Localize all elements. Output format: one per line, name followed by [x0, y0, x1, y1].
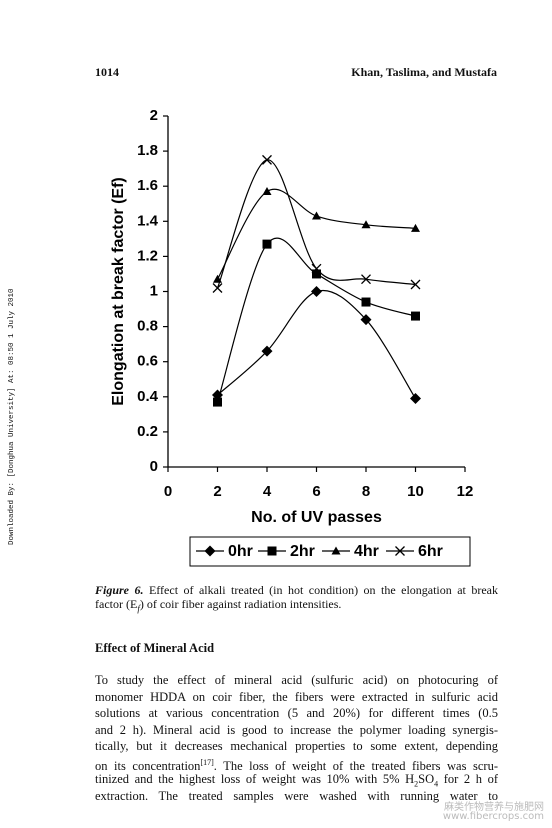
y-tick-label: 0.4 [137, 388, 159, 405]
marker [331, 546, 341, 555]
marker [312, 211, 321, 220]
x-tick-label: 4 [263, 483, 272, 500]
marker [262, 239, 272, 249]
marker [204, 545, 216, 557]
section-title: Effect of Mineral Acid [95, 641, 215, 655]
series-line [216, 159, 416, 289]
marker [212, 283, 223, 293]
y-tick-label: 2 [150, 107, 158, 124]
paragraph: To study the effect of mineral acid (sul… [95, 672, 498, 804]
text: for 2 h of [438, 772, 498, 786]
paragraph-line: tinized and the highest loss of weight w… [95, 771, 498, 788]
legend-label: 2hr [290, 543, 315, 560]
y-tick-label: 0.8 [137, 318, 158, 335]
marker [213, 397, 222, 407]
y-axis-title: Elongation at break factor (Ef) [110, 177, 127, 405]
marker [395, 546, 405, 556]
y-tick-label: 0 [150, 458, 158, 475]
caption-line: factor (Ef) of coir fiber against radiat… [95, 597, 498, 615]
subscript: 2 [414, 779, 419, 788]
paragraph-line: solutions at various concentration (5 an… [95, 706, 498, 720]
caption-line: Figure 6. Effect of alkali treated (in h… [95, 583, 498, 597]
marker [312, 269, 321, 279]
x-tick-label: 12 [457, 483, 474, 500]
caption-sub-text: f [137, 603, 140, 614]
caption-text: factor (E [95, 597, 138, 611]
legend-label: 0hr [228, 543, 253, 560]
caption-label: Figure 6. [95, 583, 144, 597]
marker [411, 223, 420, 232]
marker [360, 314, 372, 326]
x-tick-label: 6 [312, 483, 320, 500]
x-tick-label: 2 [213, 483, 221, 500]
paragraph-line: monomer HDDA on coir fiber, the fibers w… [95, 689, 498, 704]
marker [262, 154, 272, 165]
subscript: 4 [434, 779, 439, 788]
series-line [216, 237, 416, 403]
text: . The loss of weight of the treated fibe… [213, 758, 498, 771]
marker [262, 186, 272, 195]
text: SO [418, 772, 435, 786]
caption-text: ) of coir fiber against radiation intens… [139, 597, 342, 611]
marker [267, 546, 277, 556]
y-tick-label: 1.2 [137, 247, 158, 264]
citation: [17] [200, 757, 214, 767]
text: tinized and the highest loss of weight w… [95, 772, 415, 786]
page-number: 1014 [95, 65, 119, 79]
marker [410, 279, 421, 290]
paragraph-line: tically, but it decreases mechanical pro… [95, 739, 498, 753]
running-head: Khan, Taslima, and Mustafa [351, 65, 497, 79]
marker [361, 297, 371, 307]
y-tick-label: 1 [150, 282, 158, 299]
marker [311, 286, 322, 297]
marker [311, 263, 322, 274]
legend-box [189, 536, 471, 567]
paragraph-line: on its concentration[17]. The loss of we… [95, 755, 498, 772]
caption-text: Effect of alkali treated (in hot conditi… [148, 583, 498, 597]
text: on its concentration [95, 758, 201, 771]
x-axis-title: No. of UV passes [251, 509, 382, 526]
paragraph-line: and 2 h). Mineral acid is good to increa… [95, 722, 498, 737]
watermark: www.fibercrops.com [442, 811, 544, 822]
paragraph-line: To study the effect of mineral acid (sul… [95, 673, 498, 687]
x-tick-label: 0 [164, 483, 172, 500]
caption-sub: f [137, 603, 140, 613]
caption: Figure 6. Effect of alkali treated (in h… [95, 583, 498, 615]
y-tick-label: 1.4 [137, 212, 159, 229]
series-line [216, 188, 416, 280]
marker [410, 393, 421, 405]
x-tick-label: 10 [407, 483, 424, 500]
y-tick-label: 0.2 [137, 423, 158, 440]
legend-label: 6hr [418, 543, 443, 560]
y-tick-label: 1.6 [137, 177, 158, 194]
download-note: Downloaded By: [Donghua University] At: … [8, 288, 16, 545]
marker [411, 311, 420, 321]
marker [361, 220, 371, 229]
x-tick-label: 8 [362, 483, 370, 500]
y-tick-label: 1.8 [137, 142, 158, 159]
series-line [217, 289, 417, 399]
watermark: 麻类作物营养与施肥网 [444, 802, 544, 813]
marker [261, 345, 273, 357]
paragraph-line: extraction. The treated samples were was… [95, 788, 498, 803]
y-tick-label: 0.6 [137, 353, 158, 370]
marker [361, 274, 371, 285]
legend-label: 4hr [354, 543, 379, 560]
